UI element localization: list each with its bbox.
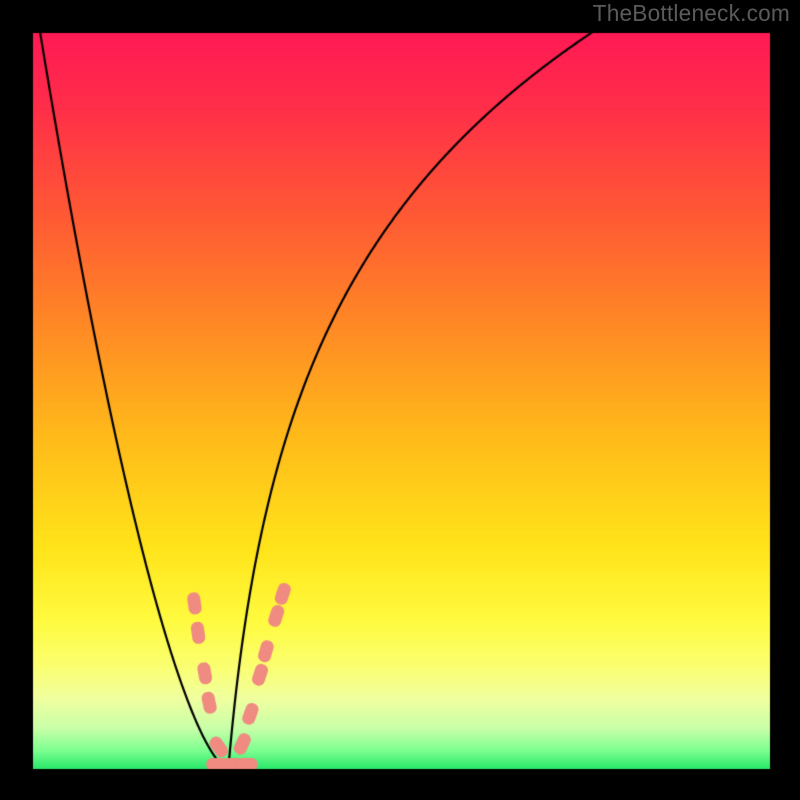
bottleneck-chart-canvas	[0, 0, 800, 800]
